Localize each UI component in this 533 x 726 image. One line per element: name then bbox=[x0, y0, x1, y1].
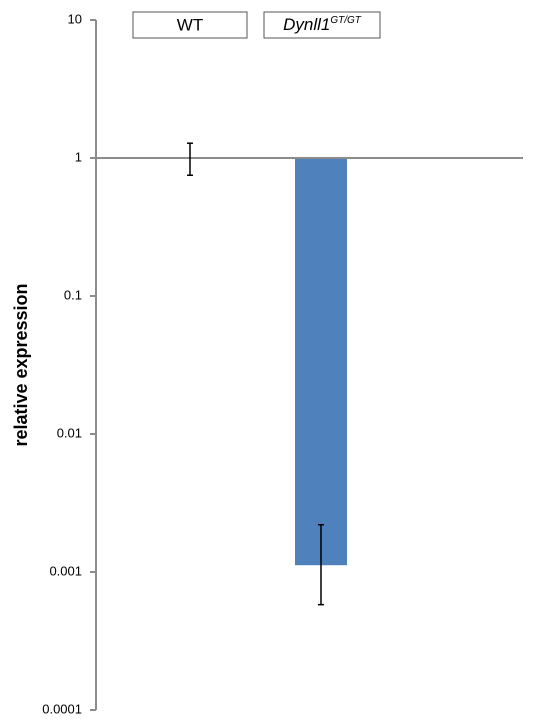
bar bbox=[295, 158, 347, 566]
y-tick-label: 0.0001 bbox=[42, 701, 82, 716]
category-label: Dynll1GT/GT bbox=[283, 15, 362, 35]
category-label: WT bbox=[177, 15, 203, 34]
y-tick-label: 10 bbox=[68, 11, 82, 26]
y-tick-label: 1 bbox=[75, 149, 82, 164]
category-label-superscript: GT/GT bbox=[330, 15, 361, 26]
y-tick-label: 0.01 bbox=[57, 425, 82, 440]
y-axis-label: relative expression bbox=[11, 283, 31, 446]
category-box bbox=[132, 11, 248, 39]
category-box bbox=[263, 11, 381, 39]
category-label-base: Dynll1 bbox=[283, 15, 330, 34]
y-tick-label: 0.1 bbox=[64, 287, 82, 302]
y-tick-label: 0.001 bbox=[49, 563, 82, 578]
